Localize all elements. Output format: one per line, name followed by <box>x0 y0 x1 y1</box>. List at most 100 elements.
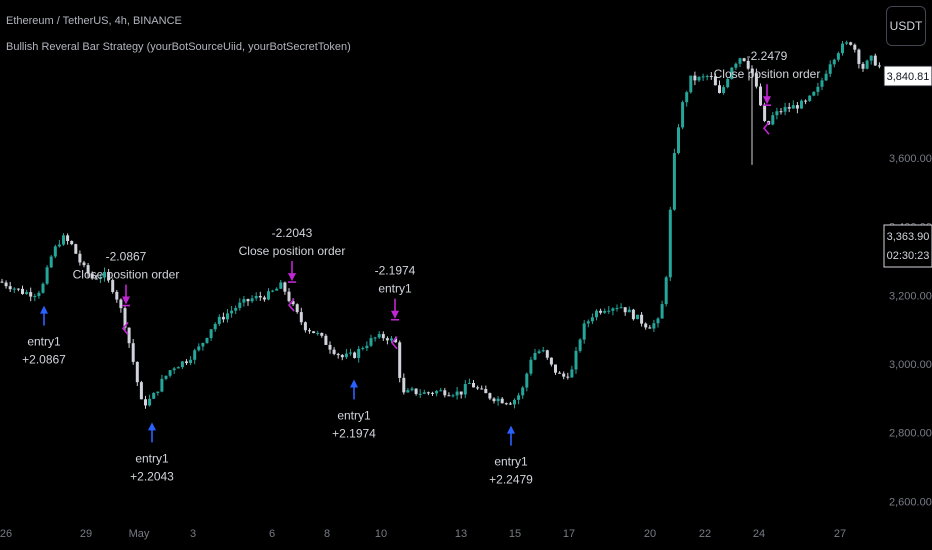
candle-body <box>566 376 570 378</box>
candle-body <box>726 78 730 88</box>
candle-body <box>49 256 53 268</box>
candle-body <box>41 283 45 293</box>
candle-body <box>627 309 631 313</box>
candle-body <box>718 85 721 93</box>
x-tick-label: 8 <box>324 528 330 540</box>
candle-body <box>804 100 808 102</box>
candle-body <box>402 377 406 393</box>
candle-body <box>652 323 656 329</box>
x-tick-label: 20 <box>644 528 656 540</box>
candle-body <box>209 329 213 338</box>
candle-body <box>660 304 664 319</box>
candle-body <box>578 339 582 351</box>
exit-label: Close position order <box>73 268 180 282</box>
candle-body <box>795 105 799 109</box>
candle-body <box>611 308 615 311</box>
candle-body <box>877 65 881 67</box>
x-tick-label: 10 <box>375 528 387 540</box>
candle-body <box>541 350 545 352</box>
entry-label: entry1 <box>337 408 371 422</box>
candle-body <box>320 332 324 336</box>
candle-body <box>57 244 61 247</box>
candle-body <box>385 338 389 341</box>
symbol-title: Ethereum / TetherUS, 4h, BINANCE <box>6 15 182 27</box>
candle-body <box>418 393 422 395</box>
candle-body <box>21 288 24 294</box>
candle-body <box>472 383 475 388</box>
candle-body <box>861 63 865 69</box>
entry-label: entry1 <box>135 451 169 465</box>
entry-arrow-head <box>507 425 515 434</box>
candle-body <box>775 111 779 116</box>
candle-body <box>336 353 340 356</box>
candle-body <box>808 95 812 101</box>
candle-body <box>324 335 328 345</box>
candle-body <box>287 291 291 302</box>
candle-body <box>836 53 840 60</box>
candle-body <box>180 361 184 368</box>
candle-body <box>16 288 20 290</box>
candle-body <box>435 390 439 394</box>
candle-body <box>267 291 270 300</box>
candle-body <box>103 271 106 278</box>
exit-arrow-head <box>122 296 130 305</box>
candle-body <box>693 75 697 81</box>
time-axis[interactable]: 26 29 May 3 6 8 10 13 15 17 20 22 24 27 <box>0 528 846 540</box>
candle-body <box>648 327 652 329</box>
candle-body <box>574 350 578 370</box>
exit-label: entry1 <box>378 282 412 296</box>
countdown-label: 3,363.90 02:30:23 <box>883 224 932 268</box>
candle-body <box>545 350 549 358</box>
candle-body <box>12 288 16 290</box>
trade-markers: entry1 +2.0867 -2.0867 Close position order… <box>22 49 820 486</box>
exit-value: -2.0867 <box>106 250 147 264</box>
countdown-price-value: 3,363.90 <box>887 231 930 243</box>
candle-body <box>250 298 254 302</box>
candle-body <box>623 307 627 313</box>
entry-value: +2.0867 <box>22 353 66 367</box>
candle-body <box>562 373 566 377</box>
candle-body <box>615 307 619 309</box>
candle-body <box>246 299 250 302</box>
candle-body <box>738 58 742 64</box>
candle-body <box>582 323 586 340</box>
candle-body <box>586 321 590 324</box>
candle-body <box>361 348 365 350</box>
candle-body <box>508 403 512 405</box>
candle-body <box>857 49 861 64</box>
candle-body <box>558 372 562 374</box>
exit-label: Close position order <box>239 244 346 258</box>
x-tick-label: May <box>129 528 150 540</box>
entry-label: entry1 <box>27 335 61 349</box>
candle-body <box>226 313 229 320</box>
candle-body <box>45 267 49 284</box>
candle-body <box>480 388 484 390</box>
candle-body <box>279 282 283 289</box>
candle-body <box>841 43 844 54</box>
candle-body <box>763 105 767 121</box>
candle-body <box>316 332 320 334</box>
candle-body <box>8 286 12 290</box>
currency-button[interactable]: USDT <box>886 6 926 46</box>
candle-body <box>865 60 869 69</box>
candle-body <box>824 73 828 81</box>
candle-body <box>779 111 783 113</box>
candle-body <box>394 338 398 343</box>
y-tick-label: 2,800.00 <box>889 428 932 440</box>
candle-body <box>131 343 135 362</box>
exit-label: Close position order <box>714 67 821 81</box>
candle-body <box>254 295 258 299</box>
candle-body <box>681 102 685 128</box>
candle-body <box>123 308 127 328</box>
candle-body <box>607 310 611 312</box>
candle-body <box>152 392 156 399</box>
candle-body <box>812 91 816 96</box>
candle-body <box>554 364 557 373</box>
candle-body <box>221 316 225 320</box>
price-axis[interactable]: 3,600.003,400.003,200.003,000.002,800.00… <box>889 153 932 508</box>
x-tick-label: 3 <box>190 528 196 540</box>
candle-body <box>873 55 877 66</box>
candle-body <box>29 292 33 297</box>
candle-body <box>701 76 705 78</box>
